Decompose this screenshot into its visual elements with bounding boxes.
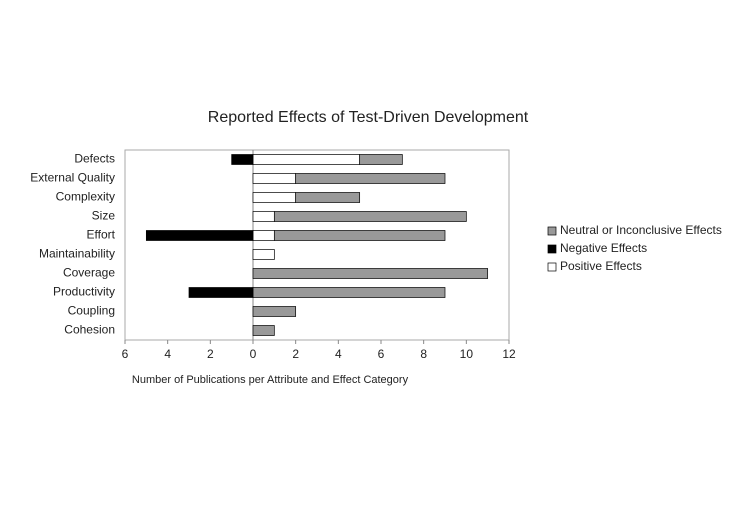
bar-segment bbox=[252, 287, 446, 298]
x-tick-label: 2 bbox=[207, 347, 214, 361]
legend-swatch bbox=[547, 226, 557, 236]
y-tick-label: External Quality bbox=[30, 171, 115, 185]
bar-segment bbox=[231, 154, 254, 165]
bar-segment bbox=[273, 230, 446, 241]
x-tick-label: 4 bbox=[164, 347, 171, 361]
bar-segment bbox=[295, 192, 361, 203]
bar-segment bbox=[188, 287, 254, 298]
y-tick-label: Coupling bbox=[68, 304, 115, 318]
plot-frame bbox=[124, 149, 510, 341]
bar-segment bbox=[295, 173, 446, 184]
bar-segment bbox=[252, 249, 275, 260]
bar-segment bbox=[252, 306, 297, 317]
x-tick-label: 10 bbox=[460, 347, 474, 361]
legend-label: Negative Effects bbox=[560, 241, 647, 255]
y-tick-label: Maintainability bbox=[39, 247, 115, 261]
bar-segment bbox=[252, 230, 275, 241]
bar-segment bbox=[359, 154, 403, 165]
legend-label: Neutral or Inconclusive Effects bbox=[560, 223, 722, 237]
x-tick-label: 6 bbox=[378, 347, 385, 361]
x-tick-label: 12 bbox=[502, 347, 516, 361]
bar-segment bbox=[252, 192, 297, 203]
x-tick-label: 4 bbox=[335, 347, 342, 361]
chart-title: Reported Effects of Test-Driven Developm… bbox=[208, 109, 529, 126]
bar-segment bbox=[252, 325, 275, 336]
legend-swatch bbox=[547, 244, 557, 254]
y-tick-label: Complexity bbox=[56, 190, 115, 204]
y-tick-label: Size bbox=[92, 209, 116, 223]
x-tick-label: 6 bbox=[122, 347, 129, 361]
bar-segment bbox=[252, 173, 297, 184]
x-axis-label: Number of Publications per Attribute and… bbox=[132, 374, 409, 386]
y-tick-label: Effort bbox=[87, 228, 116, 242]
bar-segment bbox=[273, 211, 467, 222]
x-tick-label: 0 bbox=[250, 347, 257, 361]
bar-segment bbox=[252, 268, 489, 279]
bar-segment bbox=[252, 154, 361, 165]
y-tick-label: Defects bbox=[74, 152, 115, 166]
x-tick-label: 8 bbox=[420, 347, 427, 361]
legend-label: Positive Effects bbox=[560, 259, 642, 273]
y-tick-label: Cohesion bbox=[64, 323, 115, 337]
y-tick-label: Coverage bbox=[63, 266, 115, 280]
y-tick-label: Productivity bbox=[53, 285, 115, 299]
bar-segment bbox=[252, 211, 275, 222]
bar-segment bbox=[145, 230, 254, 241]
x-tick-label: 2 bbox=[292, 347, 299, 361]
legend-swatch bbox=[547, 262, 557, 272]
